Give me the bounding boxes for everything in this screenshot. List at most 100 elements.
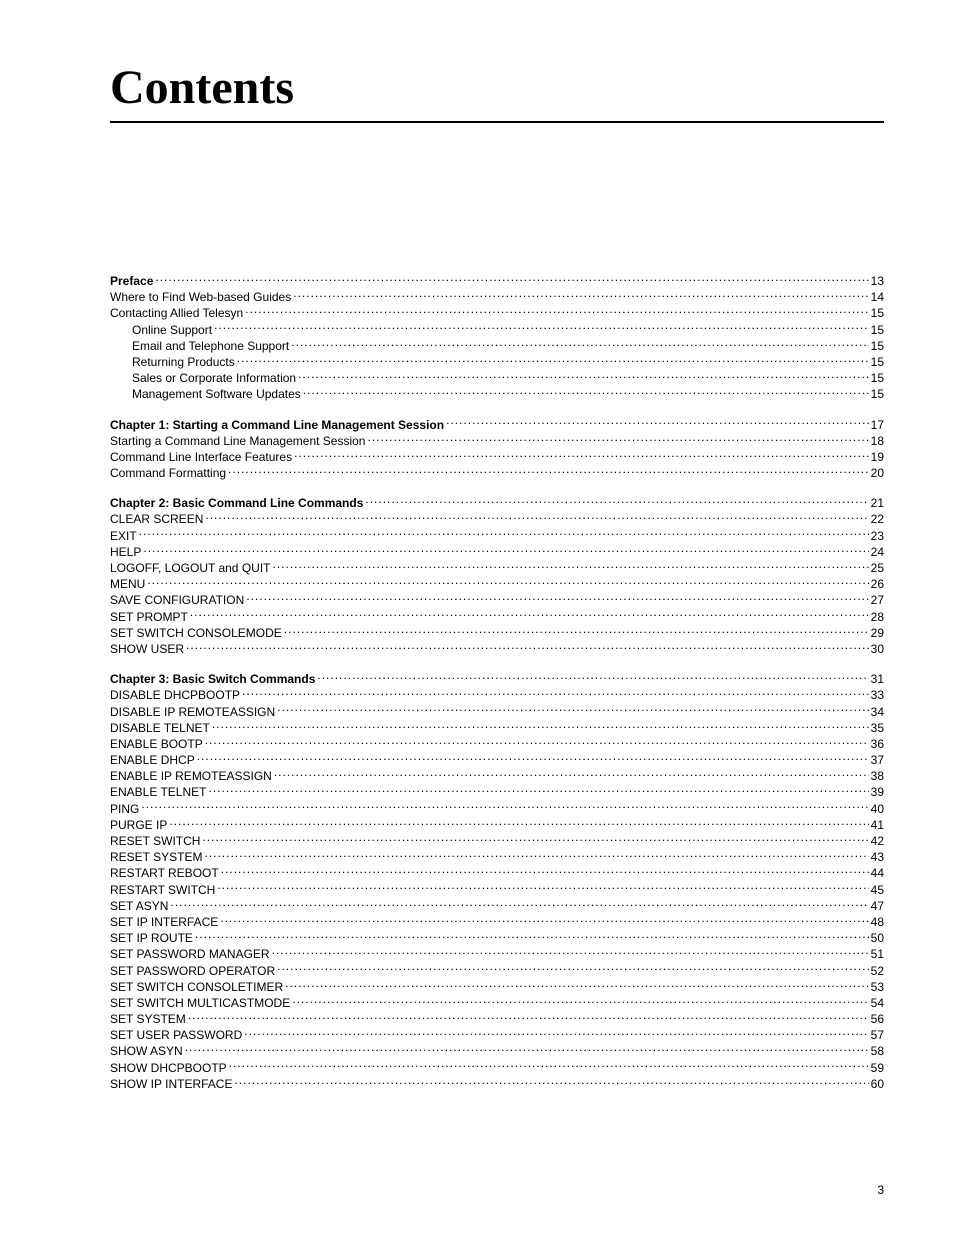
toc-leader-dots bbox=[147, 576, 868, 588]
toc-group: Preface 13Where to Find Web-based Guides… bbox=[110, 273, 884, 403]
document-page: Contents Preface 13Where to Find Web-bas… bbox=[0, 0, 954, 1146]
toc-entry[interactable]: Management Software Updates 15 bbox=[110, 386, 884, 402]
toc-entry-label: ENABLE TELNET bbox=[110, 784, 206, 800]
toc-entry-page: 33 bbox=[871, 687, 884, 703]
toc-entry-label: SAVE CONFIGURATION bbox=[110, 592, 244, 608]
toc-entry[interactable]: SET PROMPT 28 bbox=[110, 609, 884, 625]
toc-entry-page: 20 bbox=[871, 465, 884, 481]
toc-entry-page: 26 bbox=[871, 576, 884, 592]
toc-entry[interactable]: Chapter 3: Basic Switch Commands 31 bbox=[110, 671, 884, 687]
toc-leader-dots bbox=[170, 898, 868, 910]
toc-entry[interactable]: SET SWITCH MULTICASTMODE 54 bbox=[110, 995, 884, 1011]
toc-entry[interactable]: Email and Telephone Support 15 bbox=[110, 338, 884, 354]
toc-entry[interactable]: SET SWITCH CONSOLETIMER 53 bbox=[110, 979, 884, 995]
toc-entry-label: ENABLE BOOTP bbox=[110, 736, 203, 752]
toc-entry-page: 48 bbox=[871, 914, 884, 930]
toc-entry[interactable]: EXIT 23 bbox=[110, 528, 884, 544]
toc-entry[interactable]: Preface 13 bbox=[110, 273, 884, 289]
toc-entry-label: Command Line Interface Features bbox=[110, 449, 292, 465]
toc-entry-label: RESTART REBOOT bbox=[110, 865, 219, 881]
toc-entry[interactable]: Where to Find Web-based Guides 14 bbox=[110, 289, 884, 305]
toc-entry-page: 23 bbox=[871, 528, 884, 544]
toc-entry[interactable]: ENABLE TELNET 39 bbox=[110, 784, 884, 800]
toc-entry[interactable]: Online Support 15 bbox=[110, 322, 884, 338]
toc-entry[interactable]: RESET SYSTEM 43 bbox=[110, 849, 884, 865]
toc-entry[interactable]: SET SWITCH CONSOLEMODE 29 bbox=[110, 625, 884, 641]
toc-entry-label: PURGE IP bbox=[110, 817, 167, 833]
toc-leader-dots bbox=[228, 465, 869, 477]
toc-leader-dots bbox=[285, 979, 869, 991]
toc-entry-page: 19 bbox=[871, 449, 884, 465]
toc-leader-dots bbox=[185, 1043, 869, 1055]
toc-entry[interactable]: RESTART REBOOT 44 bbox=[110, 865, 884, 881]
toc-entry[interactable]: SHOW USER 30 bbox=[110, 641, 884, 657]
toc-entry[interactable]: SET PASSWORD OPERATOR 52 bbox=[110, 963, 884, 979]
toc-entry-page: 14 bbox=[871, 289, 884, 305]
toc-entry[interactable]: Command Formatting 20 bbox=[110, 465, 884, 481]
toc-entry-label: Online Support bbox=[132, 322, 212, 338]
toc-entry-label: RESTART SWITCH bbox=[110, 882, 215, 898]
toc-entry[interactable]: Chapter 1: Starting a Command Line Manag… bbox=[110, 417, 884, 433]
toc-entry-page: 22 bbox=[871, 511, 884, 527]
toc-entry[interactable]: SHOW ASYN 58 bbox=[110, 1043, 884, 1059]
toc-entry-label: Preface bbox=[110, 273, 153, 289]
toc-entry-page: 50 bbox=[871, 930, 884, 946]
toc-entry-label: EXIT bbox=[110, 528, 137, 544]
toc-entry[interactable]: ENABLE BOOTP 36 bbox=[110, 736, 884, 752]
toc-entry[interactable]: DISABLE IP REMOTEASSIGN 34 bbox=[110, 704, 884, 720]
toc-entry[interactable]: LOGOFF, LOGOUT and QUIT 25 bbox=[110, 560, 884, 576]
toc-entry[interactable]: Starting a Command Line Management Sessi… bbox=[110, 433, 884, 449]
toc-entry[interactable]: DISABLE DHCPBOOTP 33 bbox=[110, 687, 884, 703]
toc-entry[interactable]: MENU 26 bbox=[110, 576, 884, 592]
toc-entry[interactable]: Chapter 2: Basic Command Line Commands 2… bbox=[110, 495, 884, 511]
toc-entry[interactable]: SHOW DHCPBOOTP 59 bbox=[110, 1060, 884, 1076]
toc-entry[interactable]: SET SYSTEM 56 bbox=[110, 1011, 884, 1027]
toc-entry[interactable]: SET IP INTERFACE 48 bbox=[110, 914, 884, 930]
toc-entry[interactable]: SET IP ROUTE 50 bbox=[110, 930, 884, 946]
toc-entry[interactable]: CLEAR SCREEN 22 bbox=[110, 511, 884, 527]
toc-leader-dots bbox=[277, 963, 869, 975]
toc-entry-label: SET IP ROUTE bbox=[110, 930, 193, 946]
toc-entry[interactable]: PURGE IP 41 bbox=[110, 817, 884, 833]
toc-leader-dots bbox=[272, 560, 868, 572]
toc-group: Chapter 2: Basic Command Line Commands 2… bbox=[110, 495, 884, 657]
toc-entry[interactable]: Command Line Interface Features 19 bbox=[110, 449, 884, 465]
toc-entry-label: RESET SWITCH bbox=[110, 833, 200, 849]
toc-entry-page: 45 bbox=[871, 882, 884, 898]
toc-entry[interactable]: PING 40 bbox=[110, 801, 884, 817]
toc-entry-page: 60 bbox=[871, 1076, 884, 1092]
toc-entry[interactable]: HELP 24 bbox=[110, 544, 884, 560]
toc-entry[interactable]: SET USER PASSWORD 57 bbox=[110, 1027, 884, 1043]
toc-leader-dots bbox=[214, 322, 869, 334]
toc-leader-dots bbox=[217, 882, 868, 894]
toc-leader-dots bbox=[186, 641, 869, 653]
toc-entry[interactable]: Sales or Corporate Information 15 bbox=[110, 370, 884, 386]
toc-entry[interactable]: RESTART SWITCH 45 bbox=[110, 882, 884, 898]
toc-entry[interactable]: SHOW IP INTERFACE 60 bbox=[110, 1076, 884, 1092]
toc-entry-page: 35 bbox=[871, 720, 884, 736]
toc-leader-dots bbox=[197, 752, 869, 764]
toc-leader-dots bbox=[139, 528, 869, 540]
toc-leader-dots bbox=[365, 495, 868, 507]
toc-entry-label: PING bbox=[110, 801, 139, 817]
toc-entry-label: Starting a Command Line Management Sessi… bbox=[110, 433, 365, 449]
toc-entry[interactable]: ENABLE IP REMOTEASSIGN 38 bbox=[110, 768, 884, 784]
toc-entry[interactable]: ENABLE DHCP 37 bbox=[110, 752, 884, 768]
toc-leader-dots bbox=[212, 720, 869, 732]
toc-entry-label: Email and Telephone Support bbox=[132, 338, 289, 354]
toc-leader-dots bbox=[237, 354, 869, 366]
toc-leader-dots bbox=[242, 687, 869, 699]
toc-entry[interactable]: SAVE CONFIGURATION 27 bbox=[110, 592, 884, 608]
toc-entry[interactable]: SET ASYN 47 bbox=[110, 898, 884, 914]
toc-entry-page: 24 bbox=[871, 544, 884, 560]
toc-entry[interactable]: Contacting Allied Telesyn 15 bbox=[110, 305, 884, 321]
toc-entry[interactable]: SET PASSWORD MANAGER 51 bbox=[110, 946, 884, 962]
toc-entry-label: SHOW ASYN bbox=[110, 1043, 183, 1059]
toc-entry-label: Chapter 2: Basic Command Line Commands bbox=[110, 495, 363, 511]
toc-entry[interactable]: Returning Products 15 bbox=[110, 354, 884, 370]
toc-entry[interactable]: RESET SWITCH 42 bbox=[110, 833, 884, 849]
toc-entry-page: 15 bbox=[871, 322, 884, 338]
toc-leader-dots bbox=[205, 736, 869, 748]
toc-leader-dots bbox=[220, 914, 868, 926]
toc-entry[interactable]: DISABLE TELNET 35 bbox=[110, 720, 884, 736]
